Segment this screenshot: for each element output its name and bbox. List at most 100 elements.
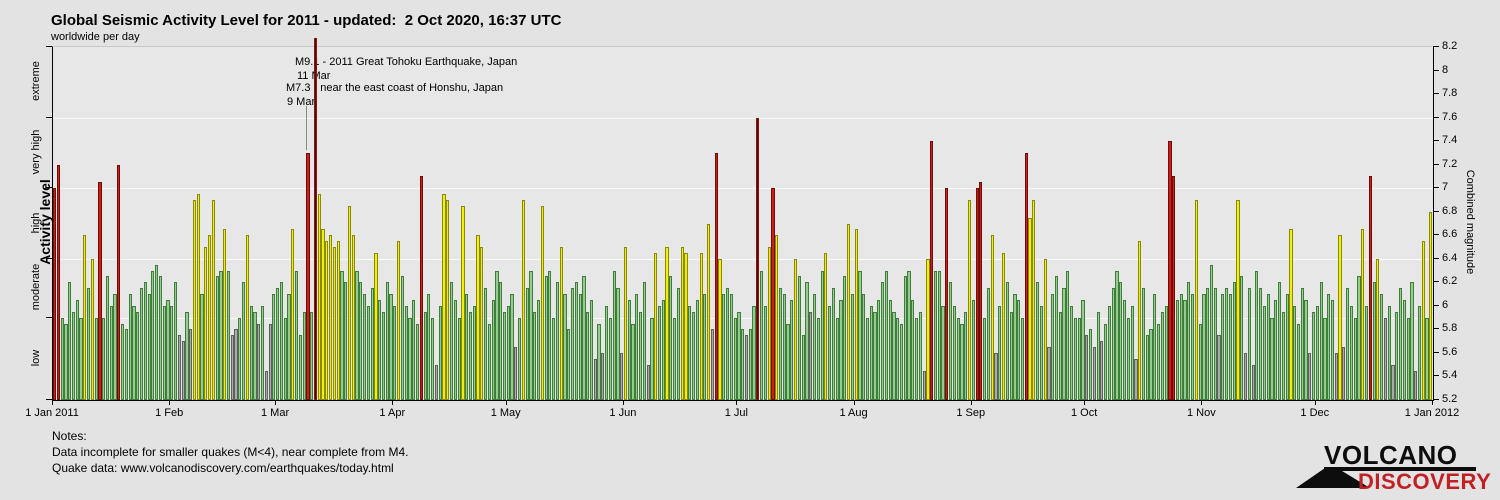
bar-day-181	[733, 317, 737, 400]
bar-day-1	[53, 188, 57, 400]
bar-day-130	[540, 205, 544, 400]
bar-day-112	[472, 305, 476, 400]
activity-band-label-high: high	[30, 212, 42, 233]
x-tick-1-Nov	[1201, 400, 1203, 405]
x-label-1-Jan-2011: 1 Jan 2011	[25, 407, 79, 419]
bar-day-154	[631, 323, 635, 400]
bar-day-264	[1047, 347, 1051, 400]
bar-day-355	[1391, 364, 1395, 400]
bar-day-250	[994, 352, 998, 400]
bar-day-188	[760, 270, 764, 400]
bar-day-77	[340, 270, 344, 400]
y-left-tick-6.4	[46, 257, 52, 259]
bar-day-63	[287, 294, 291, 400]
bar-day-62	[283, 317, 287, 400]
bar-day-331	[1300, 288, 1304, 400]
x-tick-1-May	[505, 400, 507, 405]
bar-day-168	[684, 252, 688, 400]
bar-day-64	[291, 229, 295, 400]
bar-day-135	[559, 247, 563, 400]
bar-day-297	[1172, 176, 1176, 400]
bar-day-101	[431, 317, 435, 400]
y-right-label-8.2: 8.2	[1442, 40, 1458, 52]
bar-day-73	[325, 241, 329, 400]
bar-day-358	[1402, 299, 1406, 400]
y-left-tick-7.6	[46, 116, 52, 118]
bar-day-309	[1217, 335, 1221, 400]
bar-day-307	[1209, 264, 1214, 400]
bar-day-285	[1126, 317, 1130, 400]
bar-day-50	[238, 317, 242, 400]
bar-day-128	[533, 311, 537, 400]
bar-day-13	[98, 182, 102, 400]
x-tick-1-Mar	[275, 400, 277, 405]
bar-day-332	[1304, 299, 1308, 400]
bar-day-339	[1330, 299, 1335, 400]
bar-day-333	[1308, 352, 1312, 400]
bar-day-272	[1077, 317, 1081, 400]
x-tick-1-Apr	[392, 400, 394, 405]
bar-day-305	[1202, 294, 1206, 400]
bar-day-253	[1005, 282, 1009, 400]
bar-day-58	[268, 323, 272, 400]
bar-day-363	[1421, 241, 1425, 400]
bar-day-249	[990, 235, 994, 400]
bar-day-5	[68, 282, 72, 400]
bar-day-313	[1232, 282, 1236, 400]
bar-day-241	[960, 323, 964, 400]
bar-day-197	[794, 258, 798, 400]
bar-day-191	[771, 188, 775, 400]
bar-day-326	[1281, 311, 1285, 400]
y-right-label-5.6: 5.6	[1442, 345, 1458, 358]
bar-day-207	[831, 288, 836, 400]
bar-day-94	[404, 305, 408, 400]
activity-band-label-extreme: extreme	[30, 61, 42, 102]
bar-day-59	[272, 294, 276, 400]
bar-day-127	[529, 270, 533, 400]
bar-day-139	[574, 282, 578, 400]
bar-day-308	[1213, 288, 1217, 400]
bar-day-103	[438, 305, 442, 400]
bar-day-20	[124, 329, 129, 400]
bar-day-67	[302, 311, 306, 400]
bar-day-244	[971, 299, 975, 400]
bar-day-311	[1225, 288, 1229, 400]
gridline-7	[53, 188, 1433, 190]
y-right-tick-6.2	[1433, 281, 1439, 283]
x-label-1-Aug: 1 Aug	[839, 407, 868, 419]
plot-area	[52, 38, 1434, 401]
bar-day-210	[843, 276, 847, 400]
bar-day-108	[457, 317, 461, 400]
bar-day-214	[858, 270, 862, 400]
bar-day-251	[998, 305, 1002, 400]
bar-day-347	[1361, 229, 1365, 400]
bar-day-115	[484, 288, 488, 400]
bar-day-203	[816, 317, 820, 400]
bar-day-330	[1296, 323, 1301, 400]
bar-day-56	[260, 305, 265, 400]
bar-day-164	[669, 276, 673, 400]
bar-day-345	[1353, 317, 1357, 400]
bar-day-113	[476, 235, 480, 400]
bar-day-44	[215, 276, 219, 400]
x-tick-1-Jan-2011	[52, 400, 53, 405]
bar-day-36	[185, 311, 189, 400]
bar-day-158	[646, 364, 650, 400]
x-label-1-Nov: 1 Nov	[1186, 407, 1216, 419]
bar-day-84	[366, 305, 370, 400]
bar-day-317	[1247, 288, 1251, 400]
bar-day-193	[778, 288, 783, 400]
bar-day-360	[1410, 282, 1414, 400]
bar-day-131	[544, 276, 548, 400]
bar-day-255	[1013, 294, 1017, 400]
bar-day-196	[790, 299, 794, 400]
bar-day-142	[586, 311, 590, 400]
bar-day-24	[139, 288, 144, 400]
bar-day-346	[1357, 276, 1361, 400]
x-label-1-Oct: 1 Oct	[1071, 407, 1098, 419]
bar-day-132	[548, 270, 552, 400]
y-right-tick-8	[1433, 69, 1439, 71]
bar-day-344	[1349, 305, 1353, 400]
bar-day-280	[1107, 305, 1112, 400]
y-right-label-6.4: 6.4	[1442, 251, 1458, 264]
